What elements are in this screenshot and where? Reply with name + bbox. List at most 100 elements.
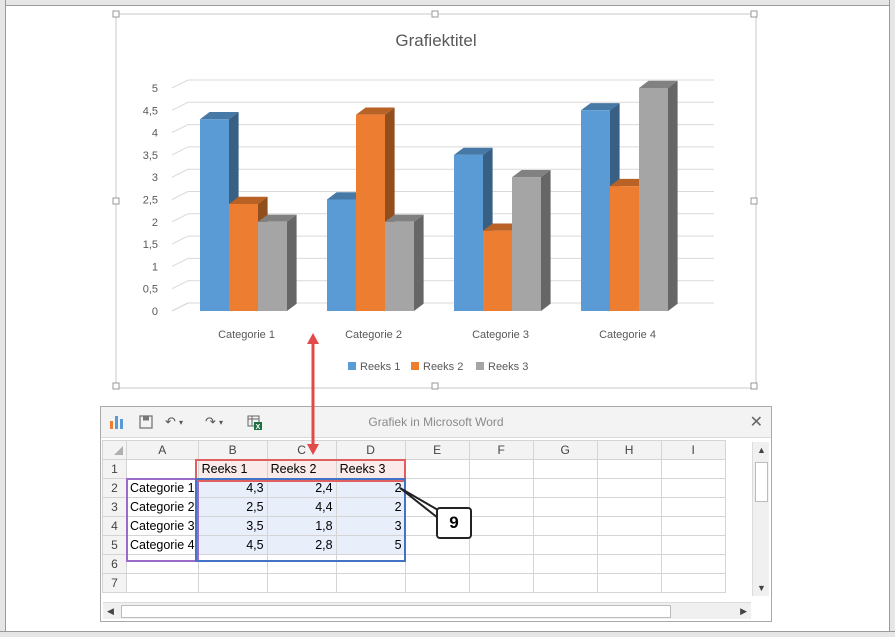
- cell-a2[interactable]: Categorie 1: [126, 478, 199, 498]
- cell-c3[interactable]: 4,4: [266, 497, 337, 517]
- cell-empty[interactable]: [532, 516, 598, 536]
- chart[interactable]: 0 0,5 1 1,5 2 2,5 3 3,5 4 4,5 5 Grafiektitel Categor…: [110, 8, 762, 394]
- cell-b3[interactable]: 2,5: [197, 497, 268, 517]
- column-header[interactable]: E: [404, 440, 470, 460]
- save-icon[interactable]: [139, 412, 153, 432]
- legend-entry[interactable]: Reeks 1: [360, 361, 400, 373]
- cell-empty[interactable]: [126, 554, 199, 574]
- row-header[interactable]: 5: [102, 535, 127, 555]
- cell-a4[interactable]: Categorie 3: [126, 516, 199, 536]
- cell-empty[interactable]: [197, 573, 268, 593]
- cell-empty[interactable]: [596, 535, 662, 555]
- close-icon[interactable]: ✕: [749, 414, 763, 431]
- resize-handle[interactable]: [431, 382, 439, 390]
- resize-handle[interactable]: [750, 197, 758, 205]
- cell-empty[interactable]: [468, 535, 534, 555]
- cell-empty[interactable]: [660, 554, 726, 574]
- cell-empty[interactable]: [335, 573, 406, 593]
- cell-b5[interactable]: 4,5: [197, 535, 268, 555]
- cell-empty[interactable]: [532, 554, 598, 574]
- row-header[interactable]: 1: [102, 459, 127, 479]
- scroll-up-icon[interactable]: ▲: [757, 445, 766, 455]
- cell-empty[interactable]: [532, 497, 598, 517]
- cell-empty[interactable]: [596, 573, 662, 593]
- legend-entry[interactable]: Reeks 2: [423, 361, 463, 373]
- cell-empty[interactable]: [596, 497, 662, 517]
- column-header[interactable]: H: [596, 440, 662, 460]
- cell-empty[interactable]: [532, 535, 598, 555]
- cell-empty[interactable]: [660, 535, 726, 555]
- horizontal-scroll-thumb[interactable]: [121, 605, 671, 618]
- cell-b2[interactable]: 4,3: [197, 478, 268, 498]
- horizontal-scrollbar[interactable]: ◀ ▶: [103, 602, 751, 619]
- column-header[interactable]: D: [335, 440, 406, 460]
- row-header[interactable]: 7: [102, 573, 127, 593]
- bar[interactable]: [229, 203, 258, 311]
- vertical-scrollbar[interactable]: ▲ ▼: [752, 442, 769, 596]
- cell-empty[interactable]: [468, 516, 534, 536]
- bar[interactable]: [483, 230, 512, 311]
- vertical-scroll-thumb[interactable]: [755, 462, 768, 502]
- column-header[interactable]: F: [468, 440, 534, 460]
- bar[interactable]: [258, 221, 287, 311]
- bar[interactable]: [512, 177, 541, 311]
- cell-c5[interactable]: 2,8: [266, 535, 337, 555]
- cell-empty[interactable]: [335, 554, 406, 574]
- row-header[interactable]: 6: [102, 554, 127, 574]
- cell-b4[interactable]: 3,5: [197, 516, 268, 536]
- scroll-left-icon[interactable]: ◀: [107, 606, 114, 616]
- cell-d4[interactable]: 3: [335, 516, 406, 536]
- resize-handle[interactable]: [112, 382, 120, 390]
- cell-empty[interactable]: [468, 478, 534, 498]
- cell-empty[interactable]: [660, 497, 726, 517]
- cell-d5[interactable]: 5: [335, 535, 406, 555]
- resize-handle[interactable]: [431, 10, 439, 18]
- row-header[interactable]: 3: [102, 497, 127, 517]
- cell-empty[interactable]: [596, 516, 662, 536]
- undo-dropdown-icon[interactable]: ▾: [179, 417, 184, 427]
- cell-a3[interactable]: Categorie 2: [126, 497, 199, 517]
- chart-data-window[interactable]: ↶ ▾ ↷ ▾ X Grafiek in Microsoft Word ✕ A …: [100, 406, 772, 622]
- column-header[interactable]: B: [197, 440, 268, 460]
- cell-d3[interactable]: 2: [335, 497, 406, 517]
- scroll-down-icon[interactable]: ▼: [757, 583, 766, 593]
- chart-title[interactable]: Grafiektitel: [395, 31, 476, 50]
- cell-empty[interactable]: [266, 554, 337, 574]
- bar[interactable]: [639, 88, 668, 311]
- bar[interactable]: [200, 119, 229, 311]
- select-all-corner[interactable]: [102, 440, 127, 460]
- cell-empty[interactable]: [126, 573, 199, 593]
- cell-d2[interactable]: 2: [335, 478, 406, 498]
- excel-icon[interactable]: X: [247, 412, 263, 432]
- cell-empty[interactable]: [197, 554, 268, 574]
- resize-handle[interactable]: [112, 197, 120, 205]
- cell-c1[interactable]: Reeks 2: [266, 459, 337, 479]
- scroll-right-icon[interactable]: ▶: [740, 606, 747, 616]
- legend-entry[interactable]: Reeks 3: [488, 361, 528, 373]
- cell-empty[interactable]: [596, 554, 662, 574]
- cell-c4[interactable]: 1,8: [266, 516, 337, 536]
- resize-handle[interactable]: [750, 382, 758, 390]
- bar[interactable]: [356, 114, 385, 311]
- column-header[interactable]: C: [266, 440, 337, 460]
- row-header[interactable]: 4: [102, 516, 127, 536]
- cell-empty[interactable]: [532, 573, 598, 593]
- cell-empty[interactable]: [468, 554, 534, 574]
- row-header[interactable]: 2: [102, 478, 127, 498]
- cell-empty[interactable]: [660, 516, 726, 536]
- redo-dropdown-icon[interactable]: ▾: [219, 417, 224, 427]
- bar[interactable]: [610, 186, 639, 311]
- cell-empty[interactable]: [404, 573, 470, 593]
- undo-icon[interactable]: ↶: [165, 414, 176, 429]
- bar[interactable]: [581, 110, 610, 311]
- column-header[interactable]: I: [660, 440, 726, 460]
- cell-a5[interactable]: Categorie 4: [126, 535, 199, 555]
- redo-icon[interactable]: ↷: [205, 414, 216, 429]
- bar[interactable]: [454, 154, 483, 311]
- cell-empty[interactable]: [468, 497, 534, 517]
- cell-d1[interactable]: Reeks 3: [335, 459, 406, 479]
- cell-c2[interactable]: 2,4: [266, 478, 337, 498]
- bar[interactable]: [327, 199, 356, 312]
- cell-empty[interactable]: [404, 554, 470, 574]
- column-header[interactable]: G: [532, 440, 598, 460]
